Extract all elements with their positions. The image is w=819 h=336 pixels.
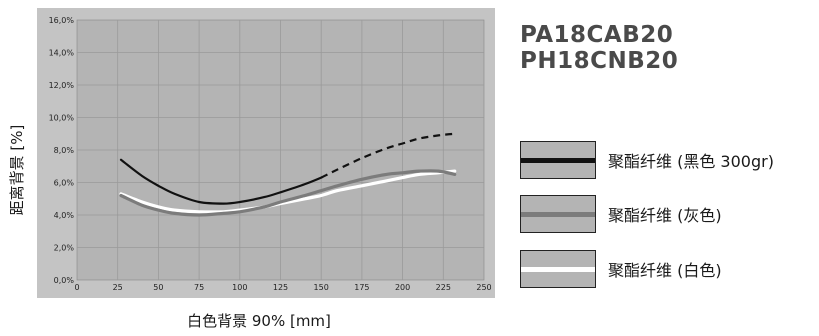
x-tick-label: 100 [232,283,247,292]
series-line-black [119,158,323,205]
y-tick-label: 12,0% [49,81,75,90]
model-code-2: PH18CNB20 [520,48,679,74]
legend-item-black: 聚酯纤维 (黑色 300gr) [520,140,774,180]
y-tick-label: 0,0% [54,276,75,285]
series-line-black-dashed [320,132,455,179]
y-tick-label: 16,0% [49,16,75,25]
chart: 0 25 50 75 100 125 150 175 200 225 250 0,0% 2,0% 4,0… [8,8,495,330]
grid-lines [77,20,484,280]
y-tick-labels: 0,0% 2,0% 4,0% 6,0% 8,0% 10,0% 12,0% 14,0% 16,0% [49,16,75,285]
legend-swatch-gray [520,195,596,233]
x-tick-label: 250 [476,283,491,292]
y-tick-label: 4,0% [54,211,75,220]
y-tick-label: 8,0% [54,146,75,155]
legend-item-white: 聚酯纤维 (白色) [520,249,722,289]
series-lines [119,132,457,217]
x-tick-label: 75 [194,283,204,292]
legend-stripe-black [521,157,595,163]
x-axis-title: 白色背景 90% [mm] [187,312,331,330]
series-line-white [119,169,457,214]
y-axis-title: 距离背景 [%] [8,125,26,216]
legend-label-gray: 聚酯纤维 (灰色) [608,206,722,225]
y-tick-label: 10,0% [49,114,75,123]
legend-item-gray: 聚酯纤维 (灰色) [520,194,722,234]
x-tick-label: 125 [273,283,288,292]
x-tick-labels: 0 25 50 75 100 125 150 175 200 225 250 [74,283,491,292]
x-tick-label: 0 [74,283,79,292]
legend-stripe-white [521,266,595,272]
legend-stripe-gray [521,211,595,217]
legend-swatch-white [520,250,596,288]
y-tick-label: 14,0% [49,49,75,58]
series-line-gray [119,169,457,217]
legend-label-black: 聚酯纤维 (黑色 300gr) [608,152,774,171]
chart-svg: 0 25 50 75 100 125 150 175 200 225 250 0,0% 2,0% 4,0… [8,8,495,330]
x-tick-label: 50 [153,283,163,292]
x-tick-label: 25 [113,283,123,292]
x-tick-label: 200 [395,283,410,292]
x-tick-label: 175 [354,283,369,292]
legend-label-white: 聚酯纤维 (白色) [608,261,722,280]
y-tick-label: 2,0% [54,244,75,253]
x-tick-label: 225 [436,283,451,292]
model-code-1: PA18CAB20 [520,22,674,48]
legend-swatch-black [520,141,596,179]
x-tick-label: 150 [314,283,329,292]
y-tick-label: 6,0% [54,179,75,188]
